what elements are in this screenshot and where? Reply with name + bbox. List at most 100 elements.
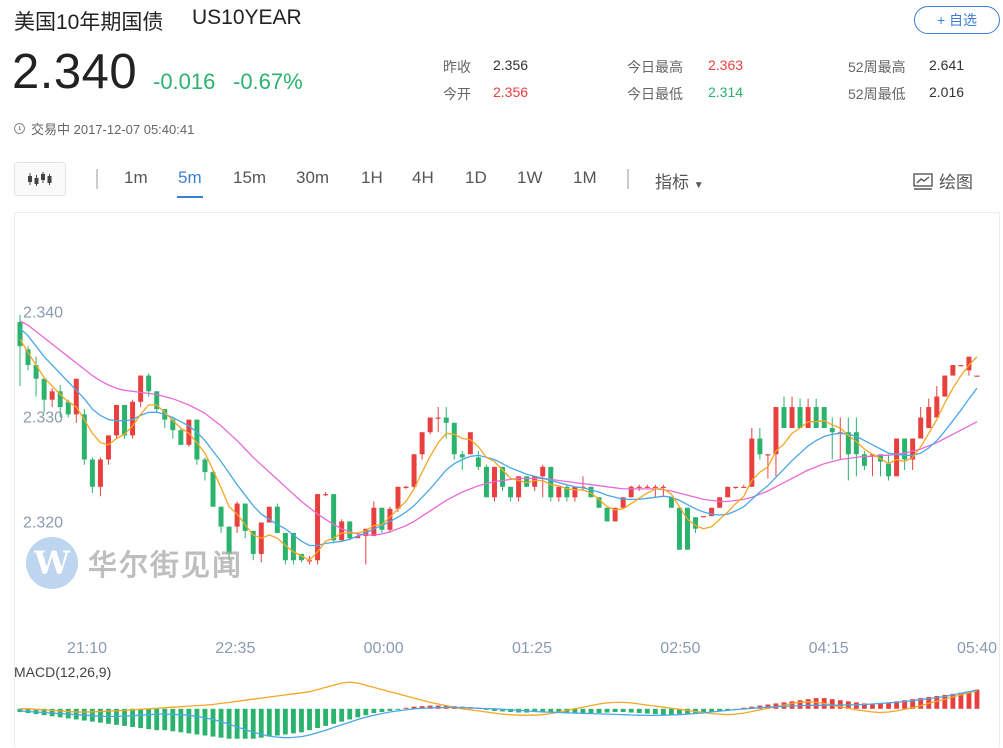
x-tick-label: 01:25 [512,640,552,657]
macd-histogram-bar [202,708,208,736]
macd-histogram-bar [274,708,280,736]
macd-histogram-bar [660,708,666,715]
candle-body [684,507,690,550]
stat-value-day-low: 2.314 [708,84,744,100]
candle-body [910,438,916,460]
timeframe-1h[interactable]: 1H [361,168,383,187]
candle-body [588,486,594,498]
candlestick-icon [28,172,52,186]
candle-body [942,375,948,397]
candle-body [918,417,924,439]
y-tick-label: 2.330 [23,410,63,427]
macd-histogram-bar [484,708,489,710]
macd-histogram-bar [644,708,650,714]
candle-body [620,497,626,508]
timeframe-1w[interactable]: 1W [517,168,543,187]
candle-body [178,430,184,445]
candle-body [644,486,650,488]
candle-body [451,422,457,455]
candle-body [49,391,55,400]
indicator-dropdown[interactable]: 指标 ▼ [655,168,704,193]
candle-body [950,365,956,376]
candle-body [733,486,739,488]
macd-histogram-bar [596,708,602,714]
macd-histogram-bar [355,708,361,718]
candle-body [298,553,304,561]
macd-histogram-bar [805,699,811,709]
macd-histogram-bar [427,705,433,709]
macd-histogram-bar [146,708,152,730]
macd-histogram-bar [636,708,642,714]
draw-label: 绘图 [939,173,973,192]
add-watchlist-button[interactable]: + 自选 [914,6,1000,34]
macd-histogram-bar [942,694,948,709]
candle-body [475,457,481,467]
candle-body [218,506,224,527]
macd-histogram-bar [178,708,184,733]
macd-histogram-bar [266,708,272,737]
timeframe-4h[interactable]: 4H [412,168,434,187]
candle-body [73,378,79,415]
macd-histogram-bar [540,708,546,712]
macd-histogram-bar [299,708,304,733]
chart-panel[interactable]: 2.340 2.330 2.320 21:10 22:35 00:00 01:25 02:50… [14,212,1000,747]
candle-body [797,407,803,429]
macd-histogram-bar [789,701,795,709]
macd-histogram-bar [291,708,296,734]
candlestick-type-button[interactable] [14,162,66,196]
candle-body [379,507,385,530]
candle-body [660,486,666,488]
timeframe-1mo[interactable]: 1M [573,168,597,187]
watermark-logo: W [26,537,78,589]
stat-value-52w-low: 2.016 [929,84,965,100]
price-change: -0.016 [153,69,216,94]
timeframe-30m[interactable]: 30m [296,168,330,187]
macd-histogram-bar [419,706,425,709]
price-chart[interactable]: 2.340 2.330 2.320 21:10 22:35 00:00 01:25 02:50… [15,213,1001,748]
macd-histogram-bar [170,708,176,732]
macd-histogram-bar [194,708,200,735]
candle-body [540,466,546,477]
candle-body [242,503,248,531]
candle-body [572,486,578,498]
macd-histogram-bar [588,708,594,714]
candle-body [323,494,329,496]
macd-histogram-bar [878,703,883,709]
candle-body [974,375,980,377]
timeframe-15m[interactable]: 15m [233,168,267,187]
macd-histogram-bar [612,708,618,712]
stat-value-open: 2.356 [493,84,529,100]
timeframe-5m[interactable]: 5m [177,168,203,198]
timeframe-1m[interactable]: 1m [124,168,148,187]
macd-dea-line [20,681,978,716]
candle-body [57,391,63,408]
draw-button[interactable]: 绘图 [913,168,973,193]
macd-histogram-bar [677,708,682,715]
candle-body [693,517,699,529]
candle-body [81,414,87,460]
candle-body [524,476,530,487]
candle-body [443,417,449,423]
macd-histogram-bar [315,708,320,729]
macd-histogram-bar [709,708,715,712]
macd-histogram-bar [918,698,924,709]
candle-body [813,407,819,429]
macd-histogram-bar [371,708,377,714]
price-change-percent: -0.67% [233,69,303,94]
stat-value-prev-close: 2.356 [493,57,529,73]
stat-label-52w-high: 52周最高 [848,59,906,75]
candle-body [612,507,618,522]
macd-histogram-bar [122,708,127,726]
candle-body [781,407,787,429]
candle-body [411,454,417,487]
candle-body [636,486,642,488]
macd-histogram-bar [701,708,706,713]
macd-histogram-bar [894,701,899,709]
macd-histogram-bar [411,706,417,709]
page-title: 美国10年期国债 [14,11,164,34]
candle-body [725,486,731,498]
symbol-code: US10YEAR [192,6,302,29]
timeframe-1d[interactable]: 1D [465,168,487,187]
candle-body [676,507,682,550]
macd-histogram-bar [395,708,401,710]
